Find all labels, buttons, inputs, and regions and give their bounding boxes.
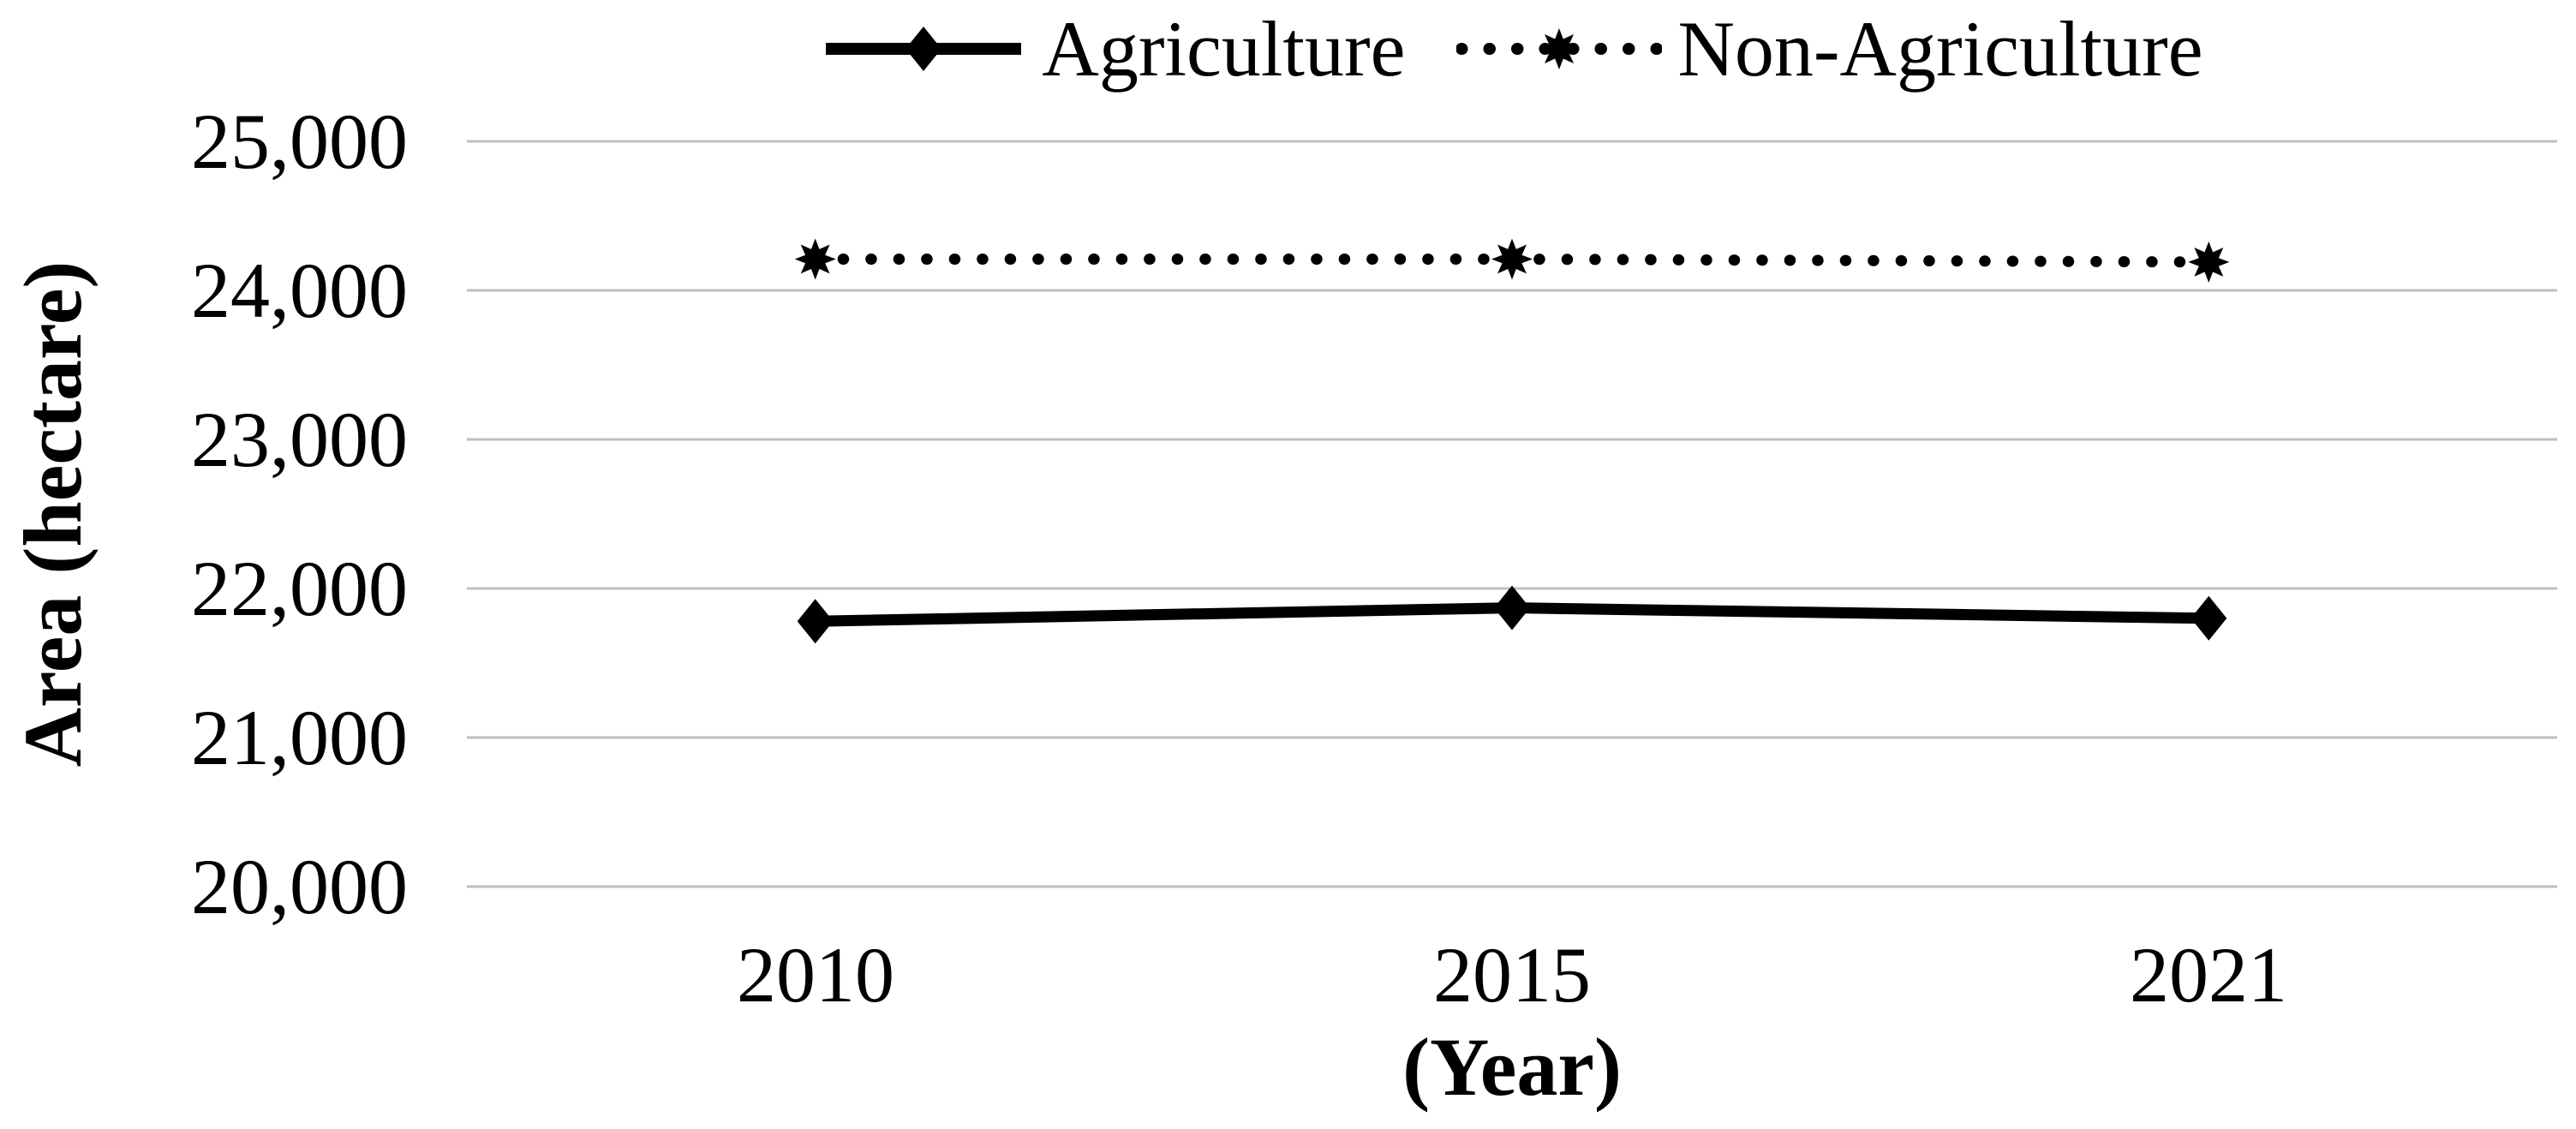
y-tick-label: 24,000: [191, 247, 408, 334]
x-tick-label: 2021: [2130, 931, 2287, 1018]
agriculture-marker: [2190, 595, 2227, 641]
legend: Agriculture Non-Agriculture: [467, 3, 2557, 94]
agriculture-marker: [1494, 585, 1530, 630]
x-axis-title: (Year): [1402, 1021, 1622, 1113]
x-tick-label: 2010: [737, 931, 894, 1018]
legend-item-non-agriculture: Non-Agriculture: [1456, 5, 2203, 93]
plot-area: [467, 140, 2557, 888]
y-tick-label: 23,000: [191, 396, 408, 483]
non-agriculture-marker: [2188, 241, 2230, 283]
non-agriculture-dotted-swatch-icon: [1456, 28, 1663, 69]
series-canvas: [467, 140, 2557, 888]
legend-label: Non-Agriculture: [1677, 5, 2203, 93]
legend-item-agriculture: Agriculture: [821, 8, 1405, 90]
y-tick-label: 25,000: [191, 98, 408, 185]
y-axis-tick-labels: 20,000 21,000 22,000 23,000 24,000 25,000: [0, 102, 420, 926]
legend-label: Agriculture: [1042, 5, 1406, 93]
x-tick-label: 2015: [1433, 931, 1591, 1018]
y-tick-label: 22,000: [191, 545, 408, 632]
y-tick-label: 20,000: [191, 843, 408, 930]
non-agriculture-marker: [794, 238, 836, 280]
non-agriculture-marker: [1491, 238, 1533, 280]
agriculture-line-swatch-icon: [826, 27, 1022, 71]
agriculture-marker: [797, 599, 834, 644]
y-tick-label: 21,000: [191, 694, 408, 781]
x-axis-tick-labels: 2010 2015 2021: [467, 935, 2557, 1030]
